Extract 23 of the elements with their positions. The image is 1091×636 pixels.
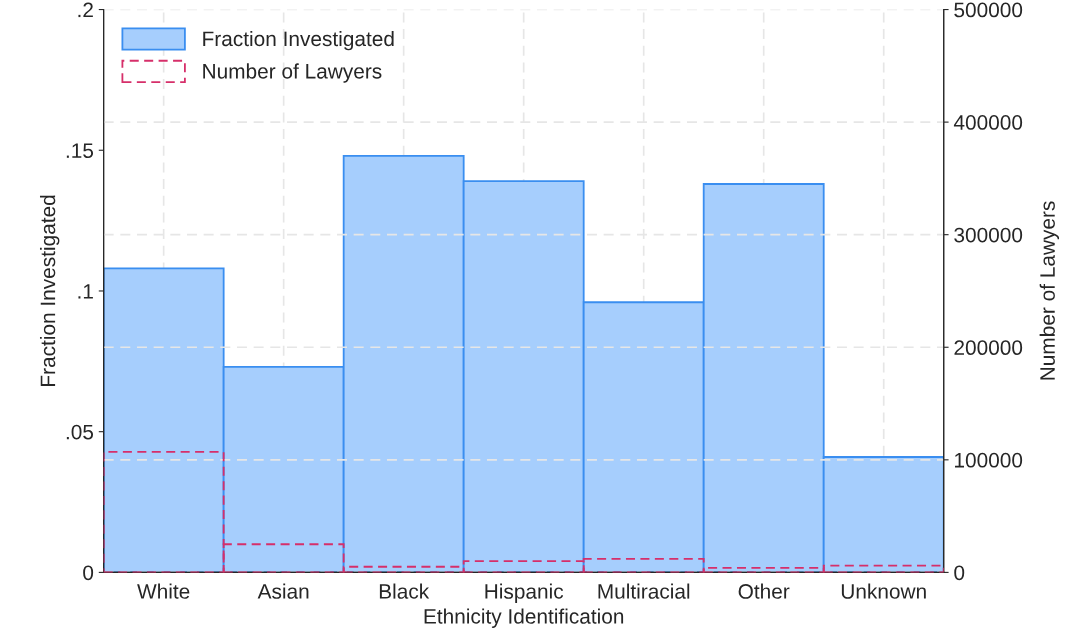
x-axis-title: Ethnicity Identification [424, 608, 624, 628]
y2-tick-label: 500000 [954, 2, 1023, 18]
x-tick-label: Other [738, 583, 790, 599]
y2-tick-label: 100000 [955, 452, 1023, 468]
y2-tick-label: 300000 [954, 227, 1023, 243]
legend-label: Fraction Investigated [203, 30, 394, 51]
y-tick-label: .05 [66, 424, 94, 440]
y-tick-label: 0 [83, 565, 94, 581]
x-tick-label: White [137, 583, 190, 599]
x-tick-label: Hispanic [485, 583, 564, 603]
y2-tick-label: 0 [954, 565, 965, 581]
x-tick-label: Asian [257, 583, 309, 599]
y-tick-label: .1 [78, 284, 93, 299]
legend-label: Number of Lawyers [203, 63, 382, 83]
y2-tick-label: 400000 [953, 115, 1023, 130]
x-tick-label: Unknown [841, 583, 926, 599]
x-tick-label: Black [379, 583, 430, 599]
y-tick-label: .2 [78, 2, 93, 18]
y2-axis-title: Number of Lawyers [1039, 201, 1060, 380]
y2-tick-label: 200000 [954, 340, 1023, 356]
x-tick-label: Multiracial [598, 583, 690, 599]
y-axis-title: Fraction Investigated [39, 195, 60, 386]
y-tick-label: .15 [66, 143, 94, 159]
